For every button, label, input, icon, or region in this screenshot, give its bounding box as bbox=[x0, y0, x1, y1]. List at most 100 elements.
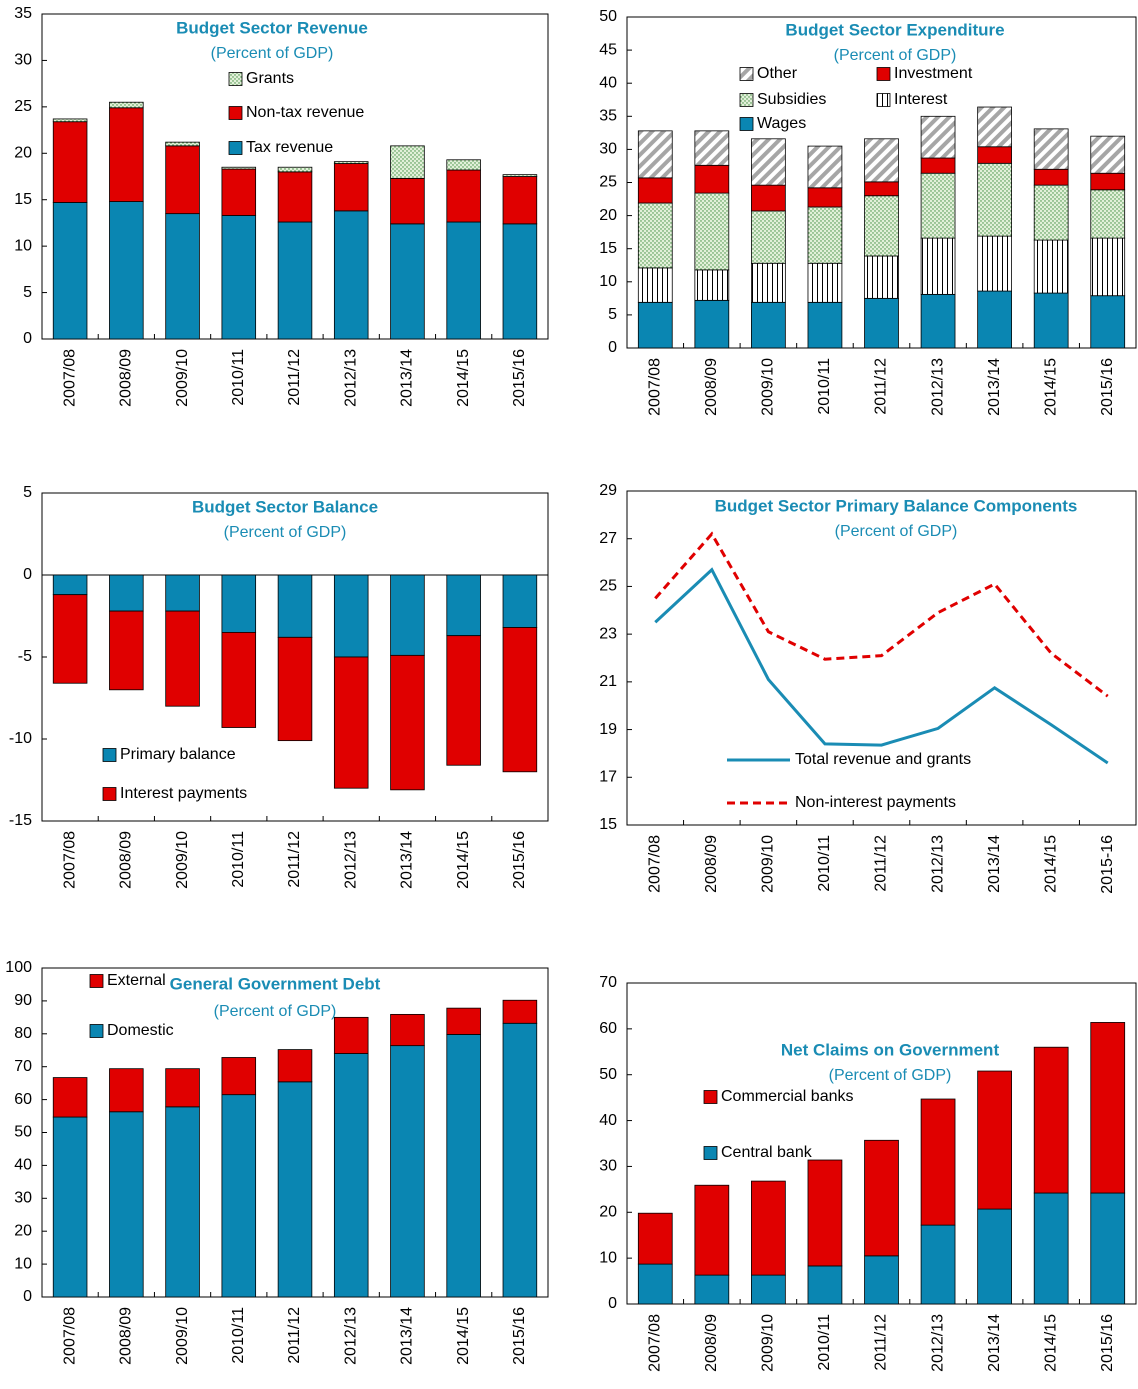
x-tick-label: 2009/10 bbox=[174, 831, 191, 889]
bar bbox=[637, 301, 673, 349]
bar bbox=[637, 267, 673, 303]
legend-swatch bbox=[739, 93, 754, 107]
bar bbox=[807, 1159, 843, 1267]
bar bbox=[277, 221, 313, 340]
bar bbox=[864, 1255, 899, 1305]
bar bbox=[637, 1263, 673, 1305]
y-tick-label: 45 bbox=[599, 41, 617, 58]
bar bbox=[694, 269, 730, 301]
x-tick-label: 2013/14 bbox=[399, 349, 416, 407]
line-series bbox=[654, 567, 1109, 765]
bar bbox=[920, 157, 956, 174]
x-tick-label: 2009/10 bbox=[760, 1314, 777, 1372]
x-tick-label: 2007/08 bbox=[646, 835, 663, 893]
y-tick-label: 20 bbox=[14, 1222, 32, 1239]
x-tick-label: 2014/15 bbox=[1042, 1314, 1059, 1372]
bar bbox=[52, 574, 88, 596]
bar bbox=[502, 174, 538, 177]
bar bbox=[446, 169, 481, 223]
bar bbox=[920, 172, 956, 239]
bar bbox=[109, 101, 144, 109]
legend-swatch bbox=[876, 67, 891, 81]
bar bbox=[165, 574, 200, 612]
chart-subtitle: (Percent of GDP) bbox=[214, 1003, 337, 1020]
bar bbox=[1090, 295, 1126, 349]
bar bbox=[52, 118, 88, 123]
bar bbox=[390, 654, 425, 791]
x-tick-label: 2007/08 bbox=[646, 1314, 663, 1372]
chart-title: Net Claims on Government bbox=[781, 1040, 1000, 1059]
y-tick-label: 70 bbox=[599, 974, 617, 991]
chart-title: Budget Sector Balance bbox=[192, 497, 378, 516]
y-tick-label: 27 bbox=[599, 530, 617, 547]
bar bbox=[1033, 128, 1069, 170]
bar bbox=[977, 1070, 1012, 1210]
legend-label: Investment bbox=[894, 65, 973, 82]
x-tick-label: 2013/14 bbox=[986, 835, 1003, 893]
bar bbox=[977, 235, 1012, 292]
bar bbox=[1090, 1022, 1126, 1194]
legend-swatch bbox=[89, 1024, 104, 1038]
legend-label: Central bank bbox=[721, 1144, 813, 1161]
y-tick-label: 35 bbox=[14, 5, 32, 22]
legend-label: External bbox=[107, 972, 166, 989]
bar bbox=[977, 162, 1012, 237]
x-tick-label: 2012/13 bbox=[929, 358, 946, 416]
bar bbox=[333, 1016, 369, 1054]
y-tick-label: 30 bbox=[599, 1158, 617, 1175]
bar bbox=[694, 192, 730, 271]
y-tick-label: 20 bbox=[14, 145, 32, 162]
bar bbox=[637, 130, 673, 179]
bar bbox=[807, 145, 843, 189]
bar bbox=[751, 184, 786, 212]
bar bbox=[694, 1184, 730, 1276]
y-tick-label: 25 bbox=[599, 578, 617, 595]
y-tick-label: 5 bbox=[608, 306, 617, 323]
legend-swatch bbox=[228, 72, 243, 86]
bar bbox=[277, 1049, 313, 1083]
y-tick-label: 10 bbox=[599, 273, 617, 290]
x-tick-label: 2014/15 bbox=[455, 349, 472, 407]
y-tick-label: 60 bbox=[599, 1020, 617, 1037]
x-tick-label: 2015/16 bbox=[511, 349, 528, 407]
legend-label: Total revenue and grants bbox=[795, 751, 971, 768]
y-tick-label: 50 bbox=[599, 8, 617, 25]
bar bbox=[864, 297, 899, 349]
legend-swatch bbox=[703, 1146, 718, 1160]
y-tick-label: 70 bbox=[14, 1058, 32, 1075]
bar bbox=[502, 176, 538, 225]
x-tick-label: 2015/16 bbox=[511, 1307, 528, 1365]
x-tick-label: 2009/10 bbox=[174, 1307, 191, 1365]
y-tick-label: 50 bbox=[14, 1124, 32, 1141]
legend-swatch bbox=[876, 93, 891, 107]
y-tick-label: -5 bbox=[18, 648, 32, 665]
bar bbox=[864, 1139, 899, 1257]
bar bbox=[502, 574, 538, 628]
legend-swatch bbox=[228, 106, 243, 120]
legend-swatch bbox=[703, 1090, 718, 1104]
y-tick-label: 30 bbox=[14, 1190, 32, 1207]
y-tick-label: -15 bbox=[9, 812, 32, 829]
bar bbox=[637, 202, 673, 269]
bar bbox=[390, 177, 425, 225]
y-tick-label: 5 bbox=[23, 484, 32, 501]
chart: 0 5 10 15 20 25 30 35 2007/08 2008/09 2009/10 2010/… bbox=[14, 5, 549, 407]
chart-subtitle: (Percent of GDP) bbox=[834, 47, 957, 64]
bar bbox=[751, 1274, 786, 1305]
bar bbox=[1090, 237, 1126, 297]
bar bbox=[165, 141, 200, 147]
x-tick-label: 2012/13 bbox=[929, 1314, 946, 1372]
bar bbox=[446, 574, 481, 637]
x-tick-label: 2014/15 bbox=[455, 1307, 472, 1365]
bar bbox=[807, 187, 843, 208]
bar bbox=[221, 168, 257, 216]
x-tick-label: 2011/12 bbox=[286, 1307, 303, 1364]
y-tick-label: -10 bbox=[9, 730, 32, 747]
x-tick-label: 2007/08 bbox=[61, 1307, 78, 1365]
bar bbox=[864, 195, 899, 257]
line-series bbox=[654, 531, 1109, 698]
bar bbox=[694, 299, 730, 349]
bar bbox=[52, 594, 88, 684]
legend-label: Wages bbox=[757, 115, 806, 132]
